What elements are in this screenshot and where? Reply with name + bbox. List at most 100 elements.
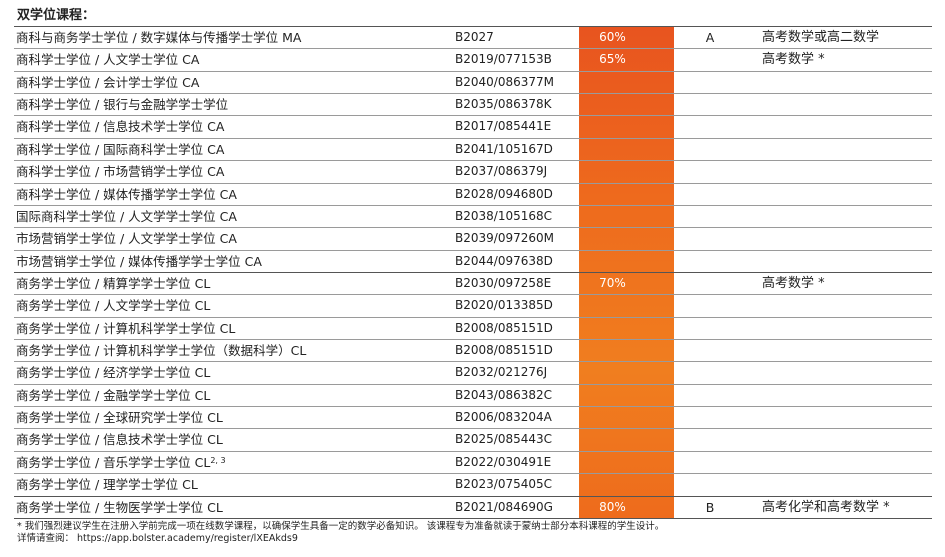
degree-name: 商务学士学位 / 人文学学士学位 CL (16, 298, 211, 314)
table-row: 商务学士学位 / 计算机科学学士学位 CL B2008/085151D (14, 316, 932, 339)
table-row: 商务学士学位 / 经济学学士学位 CL B2032/021276J (14, 361, 932, 383)
degree-name: 商务学士学位 / 金融学学士学位 CL (16, 387, 211, 403)
degree-name: 商科学士学位 / 人文学士学位 CA (16, 52, 200, 68)
course-code: B2019/077153B (455, 52, 552, 67)
band-divider (565, 92, 660, 94)
course-code: B2022/030491E (455, 454, 552, 469)
footnote-line-1: * 我们强烈建议学生在注册入学前完成一项在线数学课程，以确保学生具备一定的数学必… (17, 521, 665, 532)
band-divider (565, 338, 660, 340)
course-code: B2039/097260M (455, 231, 554, 246)
degree-name: 市场营销学士学位 / 媒体传播学学士学位 CA (16, 253, 262, 269)
degree-name: 商务学士学位 / 理学学士学位 CL (16, 477, 198, 493)
table-row: 商务学士学位 / 精算学学士学位 CL B2030/097258E 70% 高考数学 … (14, 271, 932, 294)
course-code: B2032/021276J (455, 365, 548, 380)
course-code: B2020/013385D (455, 298, 553, 313)
prerequisite: 高考数学 * (762, 275, 825, 291)
course-code: B2021/084690G (455, 499, 553, 514)
band-divider (565, 316, 660, 318)
table-row: 商科与商务学士学位 / 数字媒体与传播学士学位 MA B2027 60% A 高考数学或… (14, 26, 932, 48)
course-code: B2027 (455, 30, 494, 44)
degree-name: 商务学士学位 / 计算机科学学士学位（数据科学）CL (16, 343, 307, 359)
band-divider (565, 70, 660, 72)
band-divider (565, 226, 660, 228)
course-code: B2044/097638D (455, 253, 553, 268)
band-divider (565, 383, 660, 385)
degree-name: 商务学士学位 / 精算学学士学位 CL (16, 275, 211, 291)
band-divider (565, 159, 660, 161)
entry-score: 80% (599, 499, 626, 514)
table-row: 商务学士学位 / 计算机科学学士学位（数据科学）CL B2008/085151D (14, 339, 932, 361)
table-row: 商务学士学位 / 音乐学学士学位 CL2, 3 B2022/030491E (14, 450, 932, 473)
band-divider (565, 472, 660, 474)
degree-name: 商科学士学位 / 媒体传播学学士学位 CA (16, 186, 237, 202)
table-row: 商科学士学位 / 国际商科学士学位 CA B2041/105167D (14, 137, 932, 160)
degree-name: 市场营销学士学位 / 人文学学士学位 CA (16, 231, 237, 247)
course-code: B2038/105168C (455, 208, 553, 223)
table-row: 国际商科学士学位 / 人文学学士学位 CA B2038/105168C (14, 204, 932, 227)
degree-name: 商科与商务学士学位 / 数字媒体与传播学士学位 MA (16, 30, 302, 45)
prerequisite: 高考数学或高二数学 (762, 30, 880, 45)
band-divider (565, 271, 660, 273)
band-divider (565, 25, 660, 27)
footnote-marker: 2, 3 (210, 455, 226, 465)
entry-score: 60% (599, 30, 626, 44)
degree-name: 国际商科学士学位 / 人文学学士学位 CA (16, 208, 237, 224)
course-code: B2040/086377M (455, 74, 554, 89)
course-code: B2028/094680D (455, 186, 553, 201)
table-row: 商务学士学位 / 生物医学学士学位 CL B2021/084690G 80% B 高考化… (14, 495, 932, 518)
entry-score: 65% (599, 52, 626, 67)
course-code: B2008/085151D (455, 343, 553, 358)
band-divider (565, 495, 660, 497)
band-divider (565, 137, 660, 139)
degree-name: 商务学士学位 / 经济学学士学位 CL (16, 365, 211, 381)
section-heading: 双学位课程： (17, 8, 96, 23)
table-row: 商科学士学位 / 人文学士学位 CA B2019/077153B 65% 高考数学 * (14, 48, 932, 70)
course-code: B2023/075405C (455, 477, 553, 492)
footnote: * 我们强烈建议学生在注册入学前完成一项在线数学课程，以确保学生具备一定的数学必… (17, 521, 937, 545)
degree-name: 商务学士学位 / 生物医学学士学位 CL (16, 499, 223, 515)
table-row: 商科学士学位 / 市场营销学士学位 CA B2037/086379J (14, 160, 932, 182)
course-code: B2035/086378K (455, 97, 552, 112)
degree-name: 商务学士学位 / 音乐学学士学位 CL2, 3 (16, 454, 226, 470)
band-divider (565, 293, 660, 295)
table-row: 商务学士学位 / 理学学士学位 CL B2023/075405C (14, 473, 932, 495)
prerequisite: 高考化学和高考数学 * (762, 499, 890, 515)
degree-name: 商科学士学位 / 会计学士学位 CA (16, 74, 200, 90)
degree-name: 商务学士学位 / 全球研究学士学位 CL (16, 410, 223, 426)
degree-name: 商务学士学位 / 计算机科学学士学位 CL (16, 320, 236, 336)
degree-name: 商科学士学位 / 信息技术学士学位 CA (16, 119, 225, 135)
band-divider (565, 427, 660, 429)
table-row: 市场营销学士学位 / 人文学学士学位 CA B2039/097260M (14, 227, 932, 249)
table-row: 市场营销学士学位 / 媒体传播学学士学位 CA B2044/097638D (14, 249, 932, 272)
course-code: B2017/085441E (455, 119, 552, 134)
degree-name: 商科学士学位 / 银行与金融学学士学位 (16, 97, 229, 113)
entry-score: 70% (599, 275, 626, 290)
band-divider (565, 249, 660, 251)
band-divider (565, 405, 660, 407)
table-row: 商务学士学位 / 人文学学士学位 CL B2020/013385D (14, 294, 932, 316)
table-row: 商科学士学位 / 信息技术学士学位 CA B2017/085441E (14, 115, 932, 137)
course-code: B2008/085151D (455, 320, 553, 335)
course-code: B2037/086379J (455, 164, 548, 179)
course-code: B2041/105167D (455, 141, 553, 156)
degree-name: 商科学士学位 / 市场营销学士学位 CA (16, 164, 225, 180)
table-row: 商务学士学位 / 金融学学士学位 CL B2043/086382C (14, 383, 932, 406)
course-code: B2006/083204A (455, 410, 552, 425)
prerequisite: 高考数学 * (762, 52, 825, 68)
footnote-line-2: 详情请查阅： https://app.bolster.academy/regis… (17, 533, 298, 544)
band-divider (565, 360, 660, 362)
band-divider (565, 450, 660, 452)
table-row: 商科学士学位 / 会计学士学位 CA B2040/086377M (14, 70, 932, 93)
grade-requirement: A (705, 30, 715, 45)
course-code: B2043/086382C (455, 387, 553, 402)
course-code: B2030/097258E (455, 275, 552, 290)
band-divider (565, 182, 660, 184)
band-divider (565, 47, 660, 49)
band-divider (565, 114, 660, 116)
band-divider (565, 204, 660, 206)
table-row: 商科学士学位 / 媒体传播学学士学位 CA B2028/094680D (14, 182, 932, 205)
degree-name: 商科学士学位 / 国际商科学士学位 CA (16, 141, 225, 157)
degree-name: 商务学士学位 / 信息技术学士学位 CL (16, 432, 223, 448)
course-code: B2025/085443C (455, 432, 553, 447)
table-row: 商科学士学位 / 银行与金融学学士学位 B2035/086378K (14, 93, 932, 115)
